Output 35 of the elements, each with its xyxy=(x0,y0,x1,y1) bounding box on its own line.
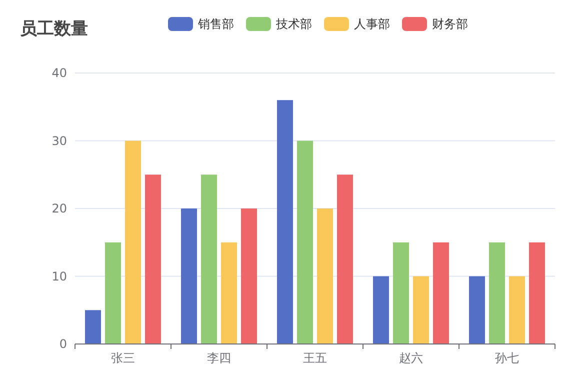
legend-label: 财务部 xyxy=(432,17,468,31)
legend-label: 销售部 xyxy=(197,17,234,31)
x-tick-label: 李四 xyxy=(207,351,231,365)
legend-label: 技术部 xyxy=(275,17,312,31)
bar xyxy=(181,208,197,344)
x-tick-label: 张三 xyxy=(111,351,135,365)
bar xyxy=(317,208,333,344)
bar xyxy=(489,242,505,344)
bar xyxy=(337,174,353,344)
bar xyxy=(85,310,101,344)
x-tick-label: 王五 xyxy=(303,351,327,365)
bar xyxy=(145,174,161,344)
bar xyxy=(433,242,449,344)
bar xyxy=(125,140,141,344)
bar xyxy=(201,174,217,344)
bar xyxy=(373,276,389,344)
y-tick-label: 0 xyxy=(59,337,67,351)
legend-label: 人事部 xyxy=(354,17,390,31)
bar xyxy=(105,242,121,344)
bar xyxy=(297,140,313,344)
y-tick-label: 40 xyxy=(52,66,67,80)
y-tick-label: 10 xyxy=(52,269,67,284)
bar xyxy=(469,276,485,344)
y-tick-label: 20 xyxy=(52,202,67,216)
x-tick-label: 孙七 xyxy=(495,351,519,365)
y-tick-label: 30 xyxy=(52,134,67,148)
bar xyxy=(529,242,545,344)
bar xyxy=(221,242,237,344)
bar xyxy=(277,100,293,344)
bar xyxy=(393,242,409,344)
bar xyxy=(509,276,525,344)
x-tick-label: 赵六 xyxy=(399,351,423,365)
chart-title: 员工数量 xyxy=(20,19,88,39)
bar xyxy=(413,276,429,344)
bar xyxy=(241,208,257,344)
